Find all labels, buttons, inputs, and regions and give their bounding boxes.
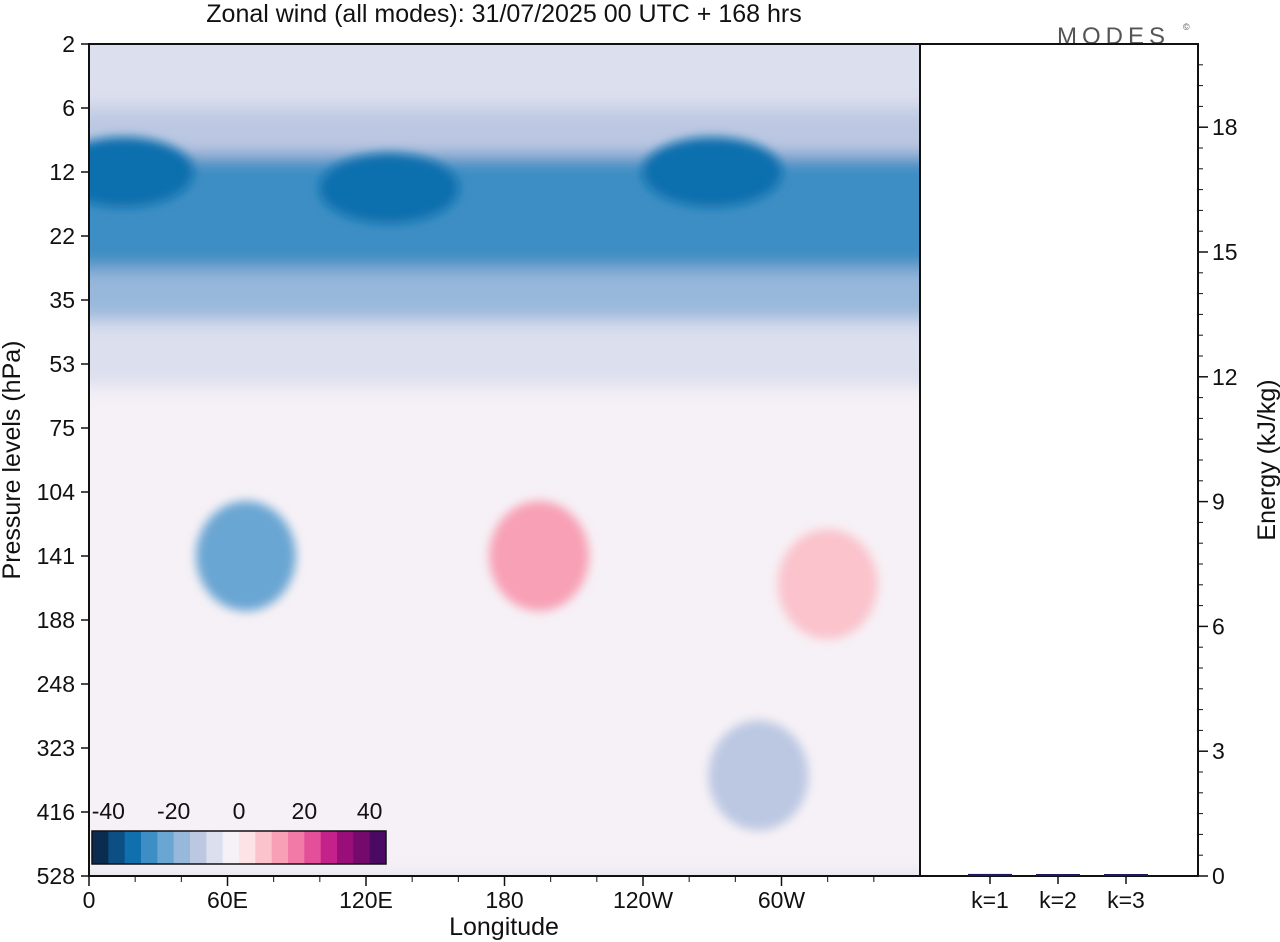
heatmap-field <box>89 44 920 876</box>
colorbar-swatch <box>271 831 289 864</box>
energy-tick-label: 9 <box>1212 489 1225 515</box>
y-tick-label: 6 <box>62 95 75 121</box>
y-axis-label: Pressure levels (hPa) <box>0 341 26 580</box>
energy-tick-label: 15 <box>1212 239 1238 265</box>
y-tick-label: 323 <box>37 735 75 761</box>
energy-tick-label: 0 <box>1212 863 1225 889</box>
y-tick-label: 35 <box>49 287 75 313</box>
energy-category-label: k=2 <box>1039 887 1077 913</box>
chart-title: Zonal wind (all modes): 31/07/2025 00 UT… <box>206 0 801 28</box>
colorbar-tick-label: 0 <box>233 798 246 824</box>
energy-bar <box>968 873 1012 876</box>
wind-feature-2 <box>642 137 783 207</box>
y-tick-label: 104 <box>37 479 76 505</box>
colorbar-swatch <box>141 831 158 864</box>
x-tick-label: 60E <box>207 887 248 913</box>
x-tick-label: 180 <box>485 887 523 913</box>
energy-tick-label: 12 <box>1212 364 1238 390</box>
colorbar: -40 -20 0 20 40 <box>91 798 387 865</box>
energy-panel-frame <box>919 43 1199 877</box>
wind-band-0 <box>89 44 920 108</box>
y-tick-label: 22 <box>49 223 75 249</box>
colorbar-tick-label: 20 <box>292 798 318 824</box>
colorbar-swatch <box>206 831 224 864</box>
colorbar-swatch <box>255 831 273 864</box>
energy-axis: 0 3 6 9 12 15 18 <box>1198 64 1238 889</box>
colorbar-swatch <box>108 831 126 864</box>
energy-tick-label: 18 <box>1212 114 1238 140</box>
colorbar-swatch <box>222 831 240 864</box>
wind-feature-4 <box>489 501 590 611</box>
y-tick-label: 141 <box>37 543 75 569</box>
y-tick-label: 528 <box>37 863 75 889</box>
wind-feature-3 <box>195 501 296 611</box>
colorbar-swatch <box>157 831 175 864</box>
wind-band-3 <box>89 269 920 321</box>
y-tick-label: 12 <box>49 159 75 185</box>
colorbar-swatch <box>337 831 354 864</box>
wind-band-4 <box>89 320 920 387</box>
energy-tick-label: 6 <box>1212 613 1225 639</box>
colorbar-tick-label: 40 <box>357 798 383 824</box>
wind-feature-6 <box>708 720 809 831</box>
wind-feature-1 <box>319 153 460 224</box>
wind-band-2 <box>89 155 920 270</box>
x-tick-label: 60W <box>758 887 806 913</box>
brand-copyright-mark: © <box>1183 22 1190 32</box>
x-tick-label: 0 <box>83 887 96 913</box>
colorbar-swatch <box>124 831 142 864</box>
y-tick-label: 53 <box>49 351 75 377</box>
energy-tick-label: 3 <box>1212 738 1225 764</box>
energy-axis-label: Energy (kJ/kg) <box>1253 379 1280 540</box>
colorbar-tick-label: -20 <box>157 798 190 824</box>
x-axis: 0 60E 120E 180 120W 60W <box>83 876 875 913</box>
y-tick-label: 416 <box>37 799 75 825</box>
energy-category-label: k=1 <box>971 887 1009 913</box>
y-axis: 2 6 12 22 35 53 75 104 141 188 248 323 416 528 <box>37 31 89 889</box>
colorbar-swatch <box>173 831 191 864</box>
x-tick-label: 120W <box>613 887 673 913</box>
colorbar-swatch <box>369 831 387 864</box>
colorbar-swatch <box>288 831 305 864</box>
energy-bars: k=1 k=2 k=3 <box>968 873 1148 913</box>
y-tick-label: 75 <box>49 415 75 441</box>
energy-bar <box>1104 874 1148 876</box>
wind-feature-0 <box>89 137 194 207</box>
y-tick-label: 248 <box>37 671 75 697</box>
colorbar-frame <box>91 830 387 865</box>
colorbar-swatch <box>353 831 371 864</box>
wind-band-1 <box>89 108 920 156</box>
colorbar-swatch <box>239 831 256 864</box>
colorbar-swatch <box>304 831 322 864</box>
colorbar-swatch <box>320 831 338 864</box>
x-tick-label: 120E <box>339 887 393 913</box>
colorbar-swatch <box>92 831 109 864</box>
wind-feature-5 <box>777 529 878 640</box>
y-tick-label: 188 <box>37 607 75 633</box>
colorbar-tick-label: -40 <box>92 798 125 824</box>
energy-category-label: k=3 <box>1107 887 1145 913</box>
colorbar-swatch <box>190 831 207 864</box>
x-axis-label: Longitude <box>449 913 559 941</box>
y-tick-label: 2 <box>62 31 75 57</box>
energy-bar <box>1036 874 1080 876</box>
